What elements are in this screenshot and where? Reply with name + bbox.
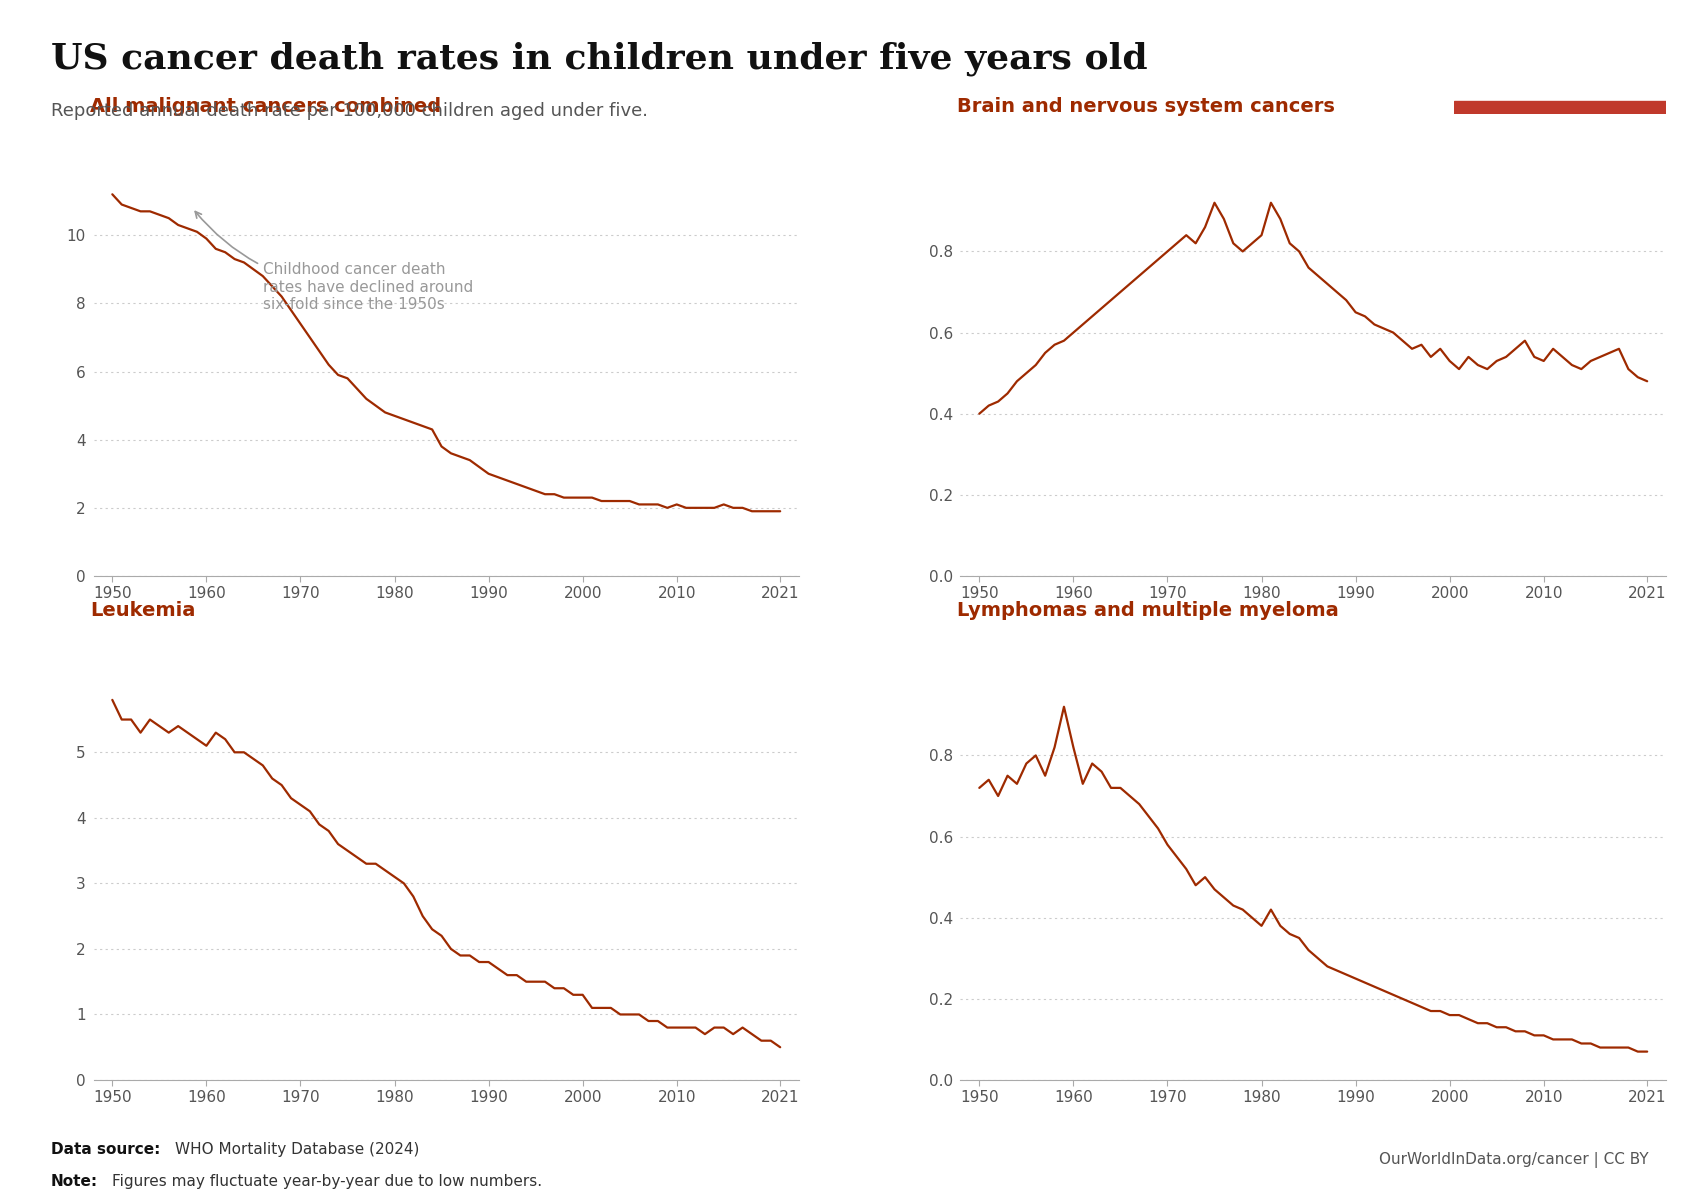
Text: Data source:: Data source: — [51, 1142, 160, 1157]
Text: Note:: Note: — [51, 1174, 99, 1188]
Text: Reported annual death rate per 100,000 children aged under five.: Reported annual death rate per 100,000 c… — [51, 102, 648, 120]
Text: Childhood cancer death
rates have declined around
six-fold since the 1950s: Childhood cancer death rates have declin… — [196, 211, 473, 312]
Text: US cancer death rates in children under five years old: US cancer death rates in children under … — [51, 42, 1148, 77]
Bar — [1454, 101, 1666, 114]
Text: OurWorldInData.org/cancer | CC BY: OurWorldInData.org/cancer | CC BY — [1379, 1152, 1649, 1169]
Text: Leukemia: Leukemia — [90, 601, 196, 620]
Text: Figures may fluctuate year-by-year due to low numbers.: Figures may fluctuate year-by-year due t… — [112, 1174, 542, 1188]
Text: All malignant cancers combined: All malignant cancers combined — [90, 97, 440, 116]
Text: Our World
in Data: Our World in Data — [1515, 35, 1605, 71]
Text: WHO Mortality Database (2024): WHO Mortality Database (2024) — [175, 1142, 420, 1157]
Text: Brain and nervous system cancers: Brain and nervous system cancers — [957, 97, 1334, 116]
Text: Lymphomas and multiple myeloma: Lymphomas and multiple myeloma — [957, 601, 1338, 620]
